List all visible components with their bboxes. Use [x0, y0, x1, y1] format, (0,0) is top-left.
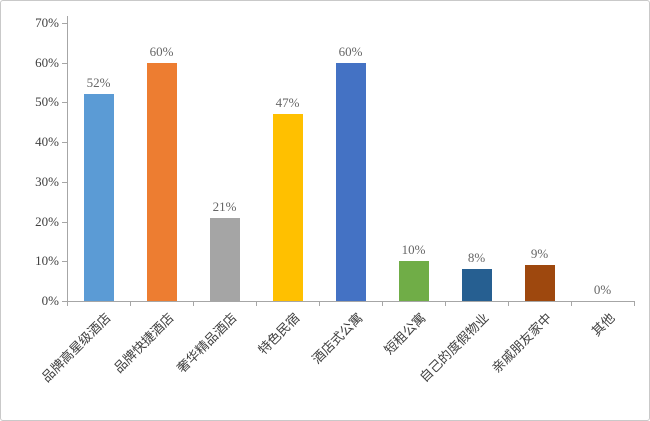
- bar-3: [272, 114, 303, 301]
- bar-1: [146, 62, 177, 301]
- bar-value-label: 21%: [212, 198, 237, 214]
- x-axis-category-label: 亲戚朋友家中: [489, 310, 556, 376]
- bar-value-label: 60%: [149, 43, 174, 59]
- x-axis-tick-mark: [256, 301, 257, 306]
- y-axis-tick-label: 20%: [35, 213, 59, 229]
- x-axis-category-label: 短租公寓: [381, 310, 430, 358]
- x-axis-category-label: 品牌高星级酒店: [39, 310, 115, 385]
- bar-value-label: 60%: [338, 43, 363, 59]
- bar-value-label: 10%: [401, 242, 426, 258]
- x-axis-tick-mark: [382, 301, 383, 306]
- y-axis-tick-label: 60%: [35, 54, 59, 70]
- x-axis-tick-mark: [445, 301, 446, 306]
- y-axis-tick-mark: [62, 102, 67, 104]
- bar-4: [335, 62, 366, 301]
- y-axis-tick-mark: [62, 23, 67, 24]
- x-axis-tick-mark: [508, 301, 509, 306]
- y-axis-tick-label: 50%: [35, 94, 59, 110]
- bar-6: [461, 269, 492, 301]
- x-axis-tick-mark: [319, 301, 320, 306]
- y-axis-tick-mark: [62, 301, 67, 302]
- bar-value-label: 0%: [593, 282, 612, 297]
- y-axis-tick-label: 40%: [35, 134, 59, 150]
- bar-value-label: 8%: [467, 250, 486, 266]
- x-axis-tick-mark: [571, 301, 572, 306]
- x-axis-category-label: 奢华精品酒店: [174, 310, 241, 376]
- bar-2: [209, 217, 240, 301]
- bar-5: [398, 261, 429, 301]
- x-axis-line: [67, 301, 635, 302]
- x-axis-category-label: 品牌快捷酒店: [111, 310, 178, 376]
- x-axis-tick-mark: [67, 301, 68, 306]
- y-axis-tick-mark: [62, 221, 67, 223]
- x-axis-category-label: 酒店式公寓: [309, 310, 367, 367]
- y-axis-tick-mark: [62, 142, 67, 144]
- bar-value-label: 9%: [530, 246, 549, 262]
- x-axis-tick-mark: [193, 301, 194, 306]
- y-axis-tick-label: 10%: [35, 253, 59, 269]
- x-axis-tick-mark: [634, 301, 635, 306]
- bar-7: [524, 265, 555, 301]
- y-axis-tick-label: 70%: [35, 15, 59, 30]
- bar-value-label: 47%: [275, 95, 300, 111]
- x-axis-category-label: 特色民宿: [255, 310, 304, 358]
- bar-value-label: 52%: [86, 75, 111, 91]
- y-axis-tick-mark: [62, 261, 67, 263]
- x-axis-category-label: 自己的度假物业: [417, 310, 493, 385]
- x-axis-category-label: 其他: [589, 310, 619, 340]
- x-axis-tick-mark: [130, 301, 131, 306]
- y-axis-tick-label: 0%: [41, 293, 59, 308]
- y-axis-tick-mark: [62, 62, 67, 64]
- y-axis-tick-mark: [62, 181, 67, 183]
- bar-0: [83, 94, 114, 301]
- y-axis-line: [67, 16, 68, 301]
- y-axis-tick-label: 30%: [35, 173, 59, 189]
